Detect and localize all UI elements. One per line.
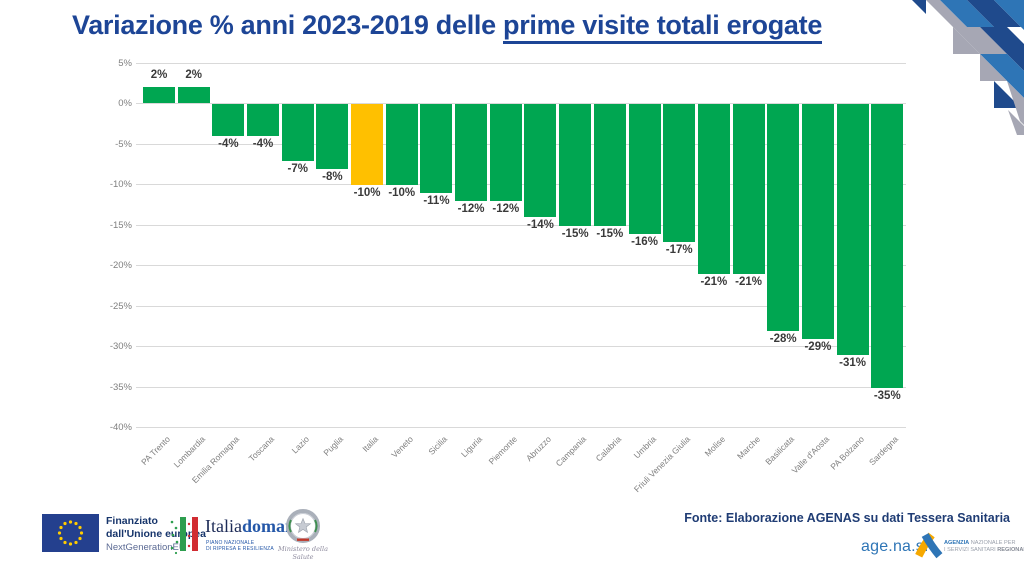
bar-value-label: -35% [873, 389, 901, 402]
y-tick-label: -15% [109, 219, 132, 231]
eu-flag-logo [42, 514, 99, 552]
italiadomani-wordmark-part2: domani [241, 516, 301, 536]
italiadomani-subtitle-line1: PIANO NAZIONALE [206, 540, 255, 546]
gridline [136, 224, 906, 226]
corner-mosaic-decoration [912, 0, 1024, 135]
chart-bar [767, 104, 800, 331]
bar-value-label: -17% [665, 243, 693, 256]
italiadomani-subtitle-line2: DI RIPRESA E RESILIENZA [206, 546, 274, 552]
chart-bar [524, 104, 557, 218]
y-tick-label: 0% [118, 98, 132, 109]
chart-bar [489, 104, 522, 202]
fonte-text: Fonte: Elaborazione AGENAS su dati Tesse… [684, 511, 1010, 525]
bar-value-label: 2% [185, 68, 202, 81]
bar-value-label: -4% [218, 138, 239, 151]
chart-bar [593, 104, 626, 226]
italiadomani-subtitle: PIANO NAZIONALE DI RIPRESA E RESILIENZA [206, 540, 274, 552]
eu-funding-line1: Finanziato [106, 515, 158, 527]
chart-bar [732, 104, 765, 275]
y-tick-label: 5% [118, 57, 132, 69]
chart-bar [177, 86, 210, 103]
gridline [136, 265, 906, 266]
bar-value-label: -7% [287, 162, 308, 175]
chart-bar [385, 104, 418, 185]
ministero-salute-emblem [286, 509, 320, 543]
bar-value-label: -21% [700, 276, 728, 289]
chart-bar [836, 104, 869, 356]
bar-value-label: -14% [527, 219, 554, 232]
bar-value-label: -28% [769, 332, 797, 345]
agenas-caption-rest2: I SERVIZI SANITARI [944, 547, 998, 553]
chart-bar [316, 104, 349, 169]
bar-value-label: -8% [322, 170, 343, 183]
bar-value-label: -29% [804, 340, 832, 353]
chart-bar [351, 104, 384, 185]
gridline [136, 386, 906, 388]
gridline [136, 103, 906, 104]
agenas-wordmark: age.na.s. [861, 538, 929, 555]
bar-value-label: -21% [735, 276, 762, 289]
bar-value-label: -10% [388, 187, 416, 199]
agenas-caption-rest1: NAZIONALE PER [969, 540, 1016, 546]
chart-bar [559, 104, 592, 226]
page-title: Variazione % anni 2023-2019 delle prime … [72, 10, 972, 44]
italiadomani-wordmark: Italiadomani [205, 516, 300, 537]
chart-bar [628, 104, 661, 234]
y-tick-label: -35% [109, 381, 132, 393]
agenas-caption: AGENZIA NAZIONALE PER I SERVIZI SANITARI… [944, 540, 1024, 554]
bar-value-label: 2% [150, 68, 168, 81]
y-tick-label: -10% [109, 179, 132, 190]
bar-value-label: -15% [561, 227, 589, 240]
bar-value-label: -10% [353, 187, 381, 199]
bar-value-label: -15% [596, 227, 624, 240]
bar-value-label: -12% [492, 203, 520, 216]
page-title-prefix: Variazione % anni 2023-2019 delle [72, 10, 504, 40]
bar-value-label: -12% [457, 203, 485, 216]
agenas-swoosh-icon [915, 532, 943, 559]
page-title-underlined: prime visite totali erogate [503, 10, 822, 44]
eu-funding-line3: NextGenerationEU [106, 542, 186, 553]
y-tick-label: -20% [109, 260, 132, 271]
gridline [136, 305, 906, 307]
chart-bar [663, 104, 696, 242]
chart-bar [212, 104, 245, 137]
agenas-caption-strong2: REGIONALI [997, 547, 1024, 553]
chart-bar [697, 104, 730, 275]
bar-value-label: -11% [423, 195, 450, 208]
italiadomani-wordmark-part1: Italia [205, 516, 242, 536]
gridline [136, 346, 906, 347]
chart-bar [801, 104, 834, 339]
y-tick-label: -5% [115, 138, 132, 150]
chart-bar [420, 104, 453, 194]
gridline [136, 427, 906, 428]
bar-value-label: -31% [839, 357, 867, 370]
italiadomani-flag-icon [170, 517, 198, 555]
agenas-caption-strong1: AGENZIA [944, 540, 970, 546]
chart-bar [281, 104, 314, 161]
y-tick-label: -30% [109, 341, 132, 352]
chart-bar [871, 104, 904, 388]
bar-value-label: -4% [252, 138, 274, 151]
chart-bar [247, 104, 280, 137]
y-tick-label: -40% [109, 422, 132, 433]
chart-bar [455, 104, 488, 202]
bar-value-label: -16% [631, 235, 658, 248]
chart-bar [143, 86, 175, 103]
gridline [136, 62, 906, 64]
y-tick-label: -25% [109, 300, 132, 312]
ministero-salute-caption: Ministero della Salute [278, 545, 328, 561]
bar-chart: 5% 0% -5% -10% -15% -20% -25% -30% -35% -40% 2% PA … [109, 57, 906, 494]
